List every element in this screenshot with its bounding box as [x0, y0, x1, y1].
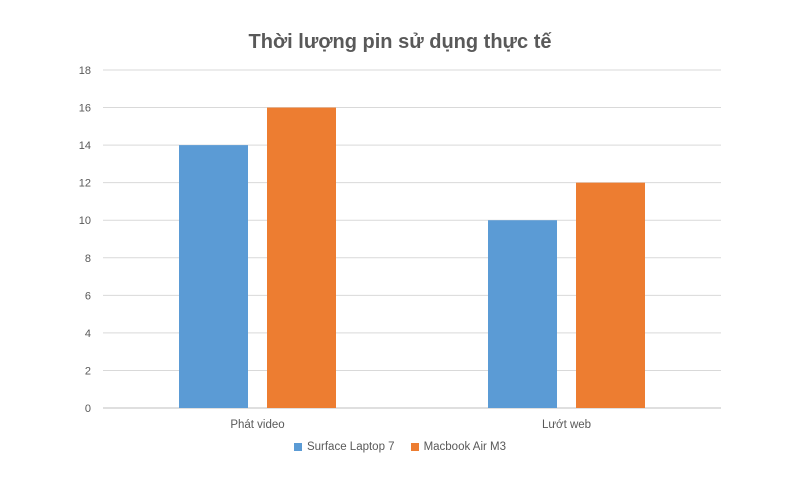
legend-label-series-2: Macbook Air M3 — [423, 441, 507, 453]
y-tick-label: 4 — [85, 328, 91, 340]
y-tick-label: 12 — [79, 178, 91, 190]
chart-title: Thời lượng pin sử dụng thực tế — [248, 31, 552, 53]
y-tick-label: 16 — [79, 103, 91, 115]
y-tick-label: 2 — [85, 365, 91, 377]
y-tick-label: 14 — [79, 140, 91, 152]
legend-label-series-1: Surface Laptop 7 — [306, 441, 395, 453]
y-tick-label: 0 — [85, 403, 91, 415]
x-tick-label: Lướt web — [542, 419, 591, 431]
legend-swatch-series-1 — [293, 443, 302, 451]
legend-swatch-series-2 — [410, 443, 419, 451]
y-tick-label: 8 — [85, 253, 91, 265]
x-tick-label: Phát video — [230, 419, 284, 431]
y-tick-label: 10 — [79, 215, 91, 227]
y-tick-label: 18 — [79, 65, 91, 77]
bar — [576, 182, 645, 408]
legend: Surface Laptop 7 Macbook Air M3 — [0, 441, 800, 453]
bar — [488, 220, 557, 408]
y-tick-label: 6 — [85, 290, 91, 302]
legend-item-series-1: Surface Laptop 7 — [293, 441, 395, 453]
legend-item-series-2: Macbook Air M3 — [410, 441, 507, 453]
bar — [179, 145, 248, 408]
bar — [267, 107, 336, 409]
